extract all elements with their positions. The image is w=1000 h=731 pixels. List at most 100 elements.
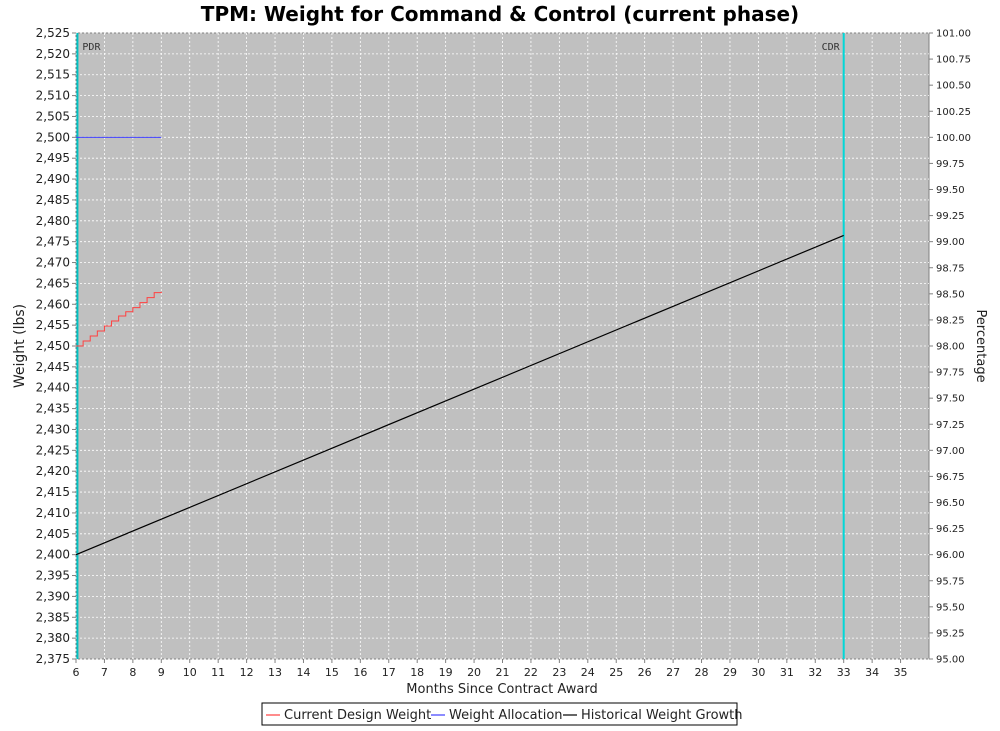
legend-label: Historical Weight Growth [581,708,743,723]
y2-tick-label: 100.00 [936,133,971,144]
x-tick-label: 33 [837,666,851,679]
x-tick-label: 24 [581,666,595,679]
y-tick-label: 2,395 [36,569,70,583]
y2-tick-label: 95.25 [936,628,965,639]
y2-tick-label: 97.75 [936,368,965,379]
x-tick-label: 23 [552,666,566,679]
x-tick-label: 19 [439,666,453,679]
y2-tick-label: 100.25 [936,107,971,118]
series-line [75,234,844,556]
x-tick-label: 22 [524,666,538,679]
x-tick-label: 6 [73,666,80,679]
x-tick-label: 29 [723,666,737,679]
y-tick-label: 2,410 [36,506,70,520]
y2-tick-label: 99.75 [936,159,965,170]
y2-tick-label: 96.00 [936,550,965,561]
y-tick-label: 2,430 [36,422,70,436]
y2-tick-label: 97.50 [936,394,965,405]
y-tick-label: 2,385 [36,610,70,624]
y2-tick-label: 101.00 [936,29,971,40]
y-tick-label: 2,520 [36,47,70,61]
y2-tick-label: 99.50 [936,185,965,196]
x-tick-label: 25 [609,666,623,679]
x-axis: 6 7 8 9 10 11 12 13 14 15 16 17 18 19 20 21 22 23 24 25 26 27… [73,659,908,679]
y-tick-label: 2,375 [36,652,70,666]
y-tick-label: 2,480 [36,214,70,228]
x-tick-label: 20 [467,666,481,679]
x-tick-label: 9 [158,666,165,679]
y2-tick-label: 99.25 [936,211,965,222]
y2-tick-label: 98.25 [936,315,965,326]
phase-marker-label: CDR [822,42,841,53]
x-tick-label: 21 [496,666,510,679]
y2-tick-label: 100.50 [936,81,971,92]
y-tick-label: 2,525 [36,26,70,40]
y-tick-label: 2,465 [36,276,70,290]
x-tick-label: 15 [325,666,339,679]
y2-tick-label: 99.00 [936,237,965,248]
y2-tick-label: 97.00 [936,446,965,457]
x-tick-label: 13 [268,666,282,679]
x-tick-label: 7 [101,666,108,679]
y2-tick-label: 100.75 [936,55,971,66]
data-series [75,136,844,556]
y-tick-label: 2,405 [36,527,70,541]
y-tick-label: 2,515 [36,68,70,82]
x-tick-label: 11 [211,666,225,679]
y2-tick-label: 98.50 [936,289,965,300]
y-tick-label: 2,390 [36,589,70,603]
y-tick-label: 2,420 [36,464,70,478]
legend-box [261,702,738,726]
x-tick-label: 31 [780,666,794,679]
x-tick-label: 10 [183,666,197,679]
x-tick-label: 26 [638,666,652,679]
y-axis-label: Weight (lbs) [12,304,28,388]
x-tick-label: 14 [296,666,310,679]
x-tick-label: 8 [129,666,136,679]
y-tick-label: 2,460 [36,297,70,311]
legend-label: Current Design Weight [284,708,431,723]
y-tick-label: 2,490 [36,172,70,186]
y-tick-label: 2,435 [36,402,70,416]
y-tick-label: 2,485 [36,193,70,207]
y2-tick-label: 95.00 [936,655,965,666]
x-tick-label: 35 [894,666,908,679]
y2-tick-label: 96.75 [936,472,965,483]
y2-tick-label: 98.00 [936,342,965,353]
x-tick-label: 17 [382,666,396,679]
y-tick-label: 2,470 [36,256,70,270]
y2-axis-label: Percentage [973,309,988,382]
y2-tick-label: 96.25 [936,524,965,535]
series-line [76,291,162,347]
y2-tick-label: 98.75 [936,263,965,274]
y2-tick-label: 95.75 [936,576,965,587]
y-tick-label: 2,510 [36,89,70,103]
legend: Current Design Weight Weight Allocation Hi… [261,702,743,726]
y-tick-label: 2,380 [36,631,70,645]
x-tick-label: 30 [751,666,765,679]
y-tick-label: 2,450 [36,339,70,353]
y-tick-label: 2,445 [36,360,70,374]
y-tick-label: 2,500 [36,130,70,144]
x-axis-label: Months Since Contract Award [406,682,597,697]
x-tick-label: 16 [353,666,367,679]
x-tick-label: 12 [240,666,254,679]
x-tick-label: 28 [695,666,709,679]
legend-label: Weight Allocation [449,708,563,723]
y2-tick-label: 97.25 [936,420,965,431]
y-tick-label: 2,495 [36,151,70,165]
y-tick-label: 2,440 [36,381,70,395]
phase-marker-label: PDR [82,42,101,53]
chart-title: TPM: Weight for Command & Control (curre… [201,2,799,26]
y2-tick-label: 96.50 [936,498,965,509]
y-tick-label: 2,400 [36,548,70,562]
x-tick-label: 32 [808,666,822,679]
x-tick-label: 18 [410,666,424,679]
y-axis-left: 2,375 2,380 2,385 2,390 2,395 2,400 2,405 2,410… [36,26,76,666]
y-tick-label: 2,505 [36,109,70,123]
y-tick-label: 2,415 [36,485,70,499]
y-tick-label: 2,425 [36,443,70,457]
x-tick-label: 34 [865,666,879,679]
